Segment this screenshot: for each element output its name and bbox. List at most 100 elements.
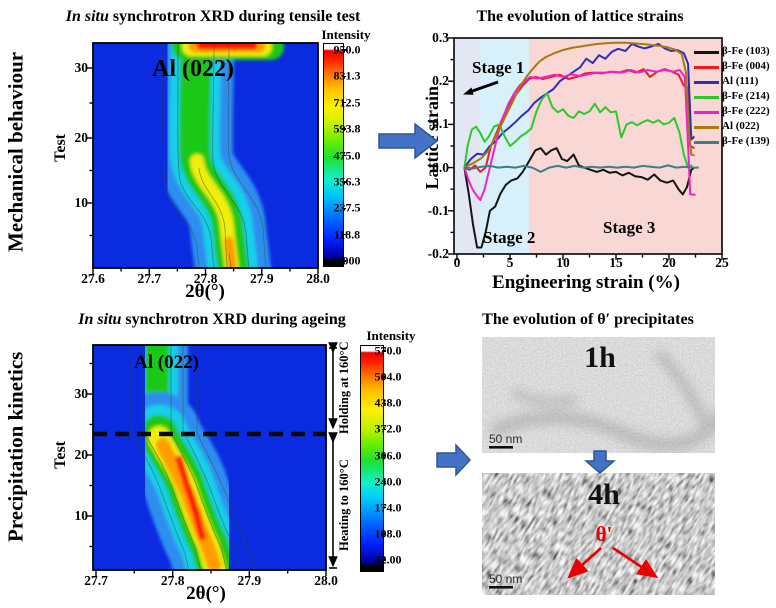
legend-label-Al (111): Al (111) [722, 75, 759, 87]
tem-4h-scalebar-text: 50 nm [489, 572, 522, 586]
title-tensile-xrd-italic: In situ [65, 8, 109, 25]
tr-xtick: 5 [506, 255, 514, 270]
tl-colorbar-tickmark [342, 181, 346, 183]
bl-colorbar-tickmark [382, 402, 386, 404]
tem-image-4h: 4h θ' 50 nm [482, 473, 715, 595]
tl-xlabel: 2θ(°) [185, 281, 225, 302]
tr-ytick: 0.1 [432, 116, 449, 132]
tl-colorbar-tickmark [342, 233, 346, 236]
bl-colorbar-tickmark [382, 507, 386, 509]
stage-1-label: Stage 1 [472, 58, 525, 77]
bl-xtick: 27.8 [160, 573, 185, 588]
legend-swatch-β-Fe (139) [694, 140, 719, 144]
bl-ytick: 20 [74, 447, 89, 462]
bl-colorbar-tick: 240.0 [374, 474, 402, 489]
bl-colorbar-tickmark [382, 454, 386, 457]
title-lattice-strains: The evolution of lattice strains [476, 8, 684, 25]
tl-xtick: 27.8 [193, 271, 218, 286]
flow-arrow-right-bottom [436, 443, 472, 477]
tl-colorbar-tick: 831.3 [333, 68, 361, 83]
bl-colorbar-tick: 372.0 [374, 421, 402, 436]
bl-ylabel: Test [52, 441, 69, 469]
tl-colorbar-tick: 712.5 [333, 95, 361, 110]
tl-colorbar-tick: 0.000 [333, 253, 361, 268]
bl-colorbar-tick: 174.0 [374, 500, 402, 515]
bl-colorbar-tick: 438.0 [374, 395, 402, 410]
stage-2-label: Stage 2 [483, 228, 536, 247]
title-ageing-xrd: In situ synchrotron XRD during ageing [42, 311, 382, 329]
tr-ytick: 0.0 [432, 159, 449, 175]
bl-colorbar-tickmark [382, 376, 386, 378]
legend-label-β-Fe (222): β-Fe (222) [722, 105, 770, 117]
tl-xtick: 28.0 [306, 271, 330, 286]
series-β-Fe (103) [463, 147, 695, 249]
series-β-Fe (222) [463, 69, 696, 201]
bl-colorbar-tickmark [382, 428, 386, 431]
title-ageing-xrd-italic: In situ [78, 311, 122, 328]
holding-range-arrow [328, 342, 338, 430]
tr-axis-ticks [448, 37, 723, 260]
bl-colorbar-tick: 570.0 [374, 343, 402, 358]
bl-xlabel: 2θ(°) [186, 583, 226, 604]
heating-range-arrow [328, 432, 338, 569]
bl-xtick: 27.9 [237, 573, 262, 588]
legend-swatch-Al (111) [694, 80, 719, 84]
tl-colorbar-tick: 118.8 [333, 227, 361, 242]
tr-ytick: -0.1 [427, 202, 449, 218]
tl-colorbar-tickmark [342, 102, 346, 104]
tl-colorbar-tick: 475.0 [333, 148, 361, 162]
title-tensile-xrd: In situ synchrotron XRD during tensile t… [43, 8, 383, 26]
bl-xtick: 27.7 [84, 573, 108, 588]
tr-ytick: 0.3 [432, 30, 449, 45]
bl-colorbar-tickmark [382, 350, 386, 352]
tl-colorbar-tickmark [342, 154, 346, 157]
series-β-Fe (139) [464, 164, 699, 173]
tl-colorbar-tickmark [342, 207, 346, 209]
series-Al (022) [463, 41, 695, 169]
series-β-Fe (214) [463, 92, 693, 169]
bl-xtick: 28.0 [314, 573, 338, 588]
tl-ytick: 30 [74, 60, 89, 75]
legend-swatch-β-Fe (004) [694, 65, 719, 69]
legend-label-β-Fe (103): β-Fe (103) [722, 45, 770, 57]
tensile-xrd-heatmap [87, 42, 319, 274]
legend-swatch-β-Fe (103) [694, 50, 719, 54]
theta-prime-arrows [567, 546, 659, 579]
title-tensile-xrd-rest: synchrotron XRD during tensile test [108, 8, 361, 25]
tl-colorbar-tickmark [342, 49, 346, 51]
heating-annotation: Heating to 160°C [337, 459, 351, 552]
tr-xtick: 20 [662, 255, 676, 270]
tl-peak-label: Al (022) [152, 56, 234, 82]
tem-4h-scalebar [489, 586, 513, 589]
tr-xtick: 10 [556, 255, 570, 270]
tr-xtick: 15 [609, 255, 623, 270]
tem-image-1h: 1h 50 nm [482, 337, 715, 453]
title-ageing-xrd-rest: synchrotron XRD during ageing [121, 311, 346, 328]
flow-arrow-down [583, 450, 617, 474]
tl-colorbar-tickmark [342, 75, 346, 78]
tr-xtick: 0 [453, 255, 461, 270]
tem-1h-label: 1h [584, 341, 616, 374]
theta-prime-annotation: θ' [596, 522, 613, 546]
tl-ylabel: Test [52, 134, 69, 162]
bl-peak-label: Al (022) [134, 352, 199, 373]
bl-ytick: 30 [74, 386, 89, 401]
lattice-strain-chart [448, 37, 723, 260]
legend-swatch-β-Fe (222) [694, 110, 719, 114]
tem-1h-scalebar-text: 50 nm [489, 432, 522, 446]
tr-xlabel: Engineering strain (%) [492, 272, 680, 293]
tem-4h-label: 4h [588, 478, 620, 511]
tl-colorbar-tickmark [342, 260, 346, 262]
tem-1h-scalebar [489, 446, 513, 449]
tl-xtick: 27.7 [137, 271, 162, 286]
bl-colorbar-tick: 42.00 [374, 552, 402, 567]
bl-colorbar-tickmark [382, 480, 386, 483]
bl-colorbar-tick: 108.0 [374, 526, 402, 541]
bl-ytick: 10 [74, 508, 89, 523]
tl-colorbar-title: Intensity [321, 27, 371, 42]
bl-colorbar-tick: 306.0 [374, 448, 402, 462]
tr-ytick: -0.2 [427, 246, 449, 261]
bl-colorbar [360, 345, 384, 572]
bl-plot-frame [92, 344, 327, 571]
tl-ytick: 10 [74, 195, 89, 210]
